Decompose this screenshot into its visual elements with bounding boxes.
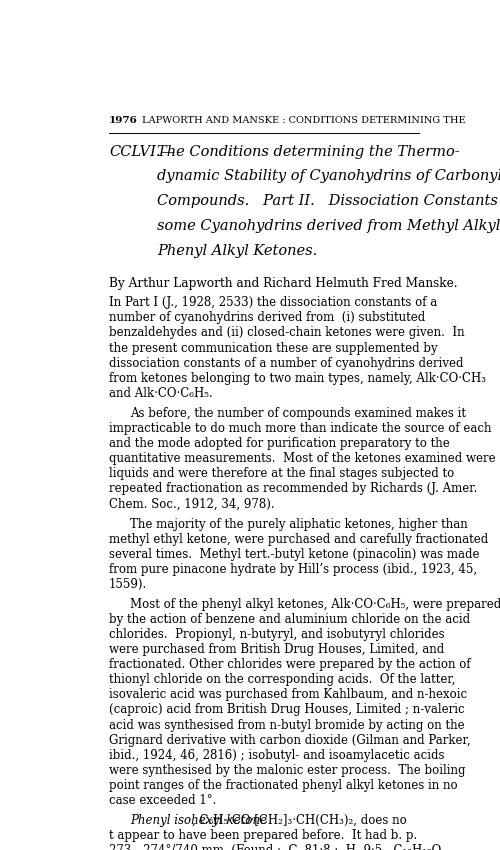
Text: 273—274°/740 mm. (Found :  C, 81·8 ;  H, 9·5.  C₁₃H₁₈O: 273—274°/740 mm. (Found : C, 81·8 ; H, 9… xyxy=(109,844,442,850)
Text: were purchased from British Drug Houses, Limited, and: were purchased from British Drug Houses,… xyxy=(109,643,444,656)
Text: ibid., 1924, 46, 2816) ; isobutyl- and isoamylacetic acids: ibid., 1924, 46, 2816) ; isobutyl- and i… xyxy=(109,749,444,762)
Text: repeated fractionation as recommended by Richards (J. Amer.: repeated fractionation as recommended by… xyxy=(109,482,478,496)
Text: fractionated. Other chlorides were prepared by the action of: fractionated. Other chlorides were prepa… xyxy=(109,659,470,672)
Text: Most of the phenyl alkyl ketones, Alk·CO·C₆H₅, were prepared: Most of the phenyl alkyl ketones, Alk·CO… xyxy=(130,598,500,611)
Text: chlorides.  Propionyl, n-butyryl, and isobutyryl chlorides: chlorides. Propionyl, n-butyryl, and iso… xyxy=(109,628,444,641)
Text: Grignard derivative with carbon dioxide (Gilman and Parker,: Grignard derivative with carbon dioxide … xyxy=(109,734,470,746)
Text: By Arthur Lapworth and Richard Helmuth Fred Manske.: By Arthur Lapworth and Richard Helmuth F… xyxy=(109,277,458,290)
Text: were synthesised by the malonic ester process.  The boiling: were synthesised by the malonic ester pr… xyxy=(109,763,466,777)
Text: (caproic) acid from British Drug Houses, Limited ; n-valeric: (caproic) acid from British Drug Houses,… xyxy=(109,704,465,717)
Text: 1559).: 1559). xyxy=(109,578,147,591)
Text: benzaldehydes and (ii) closed-chain ketones were given.  In: benzaldehydes and (ii) closed-chain keto… xyxy=(109,326,465,339)
Text: , C₆H₅·CO·[CH₂]₃·CH(CH₃)₂, does no: , C₆H₅·CO·[CH₂]₃·CH(CH₃)₂, does no xyxy=(192,814,406,827)
Text: 1976: 1976 xyxy=(109,116,138,126)
Text: dissociation constants of a number of cyanohydrins derived: dissociation constants of a number of cy… xyxy=(109,357,464,370)
Text: CCLVI.—: CCLVI.— xyxy=(109,144,175,159)
Text: and Alk·CO·C₆H₅.: and Alk·CO·C₆H₅. xyxy=(109,387,212,399)
Text: Phenyl Alkyl Ketones.: Phenyl Alkyl Ketones. xyxy=(158,244,318,258)
Text: the present communication these are supplemented by: the present communication these are supp… xyxy=(109,342,438,354)
Text: Phenyl isohexyl ketone: Phenyl isohexyl ketone xyxy=(130,814,268,827)
Text: As before, the number of compounds examined makes it: As before, the number of compounds exami… xyxy=(130,407,466,420)
Text: case exceeded 1°.: case exceeded 1°. xyxy=(109,794,216,807)
Text: impracticable to do much more than indicate the source of each: impracticable to do much more than indic… xyxy=(109,422,492,435)
Text: Chem. Soc., 1912, 34, 978).: Chem. Soc., 1912, 34, 978). xyxy=(109,497,274,510)
Text: from pure pinacone hydrate by Hill’s process (ibid., 1923, 45,: from pure pinacone hydrate by Hill’s pro… xyxy=(109,563,477,575)
Text: dynamic Stability of Cyanohydrins of Carbonyl: dynamic Stability of Cyanohydrins of Car… xyxy=(158,169,500,184)
Text: acid was synthesised from n-butyl bromide by acting on the: acid was synthesised from n-butyl bromid… xyxy=(109,718,465,732)
Text: quantitative measurements.  Most of the ketones examined were: quantitative measurements. Most of the k… xyxy=(109,452,496,465)
Text: some Cyanohydrins derived from Methyl Alkyl and: some Cyanohydrins derived from Methyl Al… xyxy=(158,219,500,233)
Text: point ranges of the fractionated phenyl alkyl ketones in no: point ranges of the fractionated phenyl … xyxy=(109,779,458,791)
Text: and the mode adopted for purification preparatory to the: and the mode adopted for purification pr… xyxy=(109,437,450,451)
Text: isovaleric acid was purchased from Kahlbaum, and n-hexoic: isovaleric acid was purchased from Kahlb… xyxy=(109,688,467,701)
Text: several times.  Methyl tert.-butyl ketone (pinacolin) was made: several times. Methyl tert.-butyl ketone… xyxy=(109,547,480,561)
Text: The majority of the purely aliphatic ketones, higher than: The majority of the purely aliphatic ket… xyxy=(130,518,468,530)
Text: from ketones belonging to two main types, namely, Alk·CO·CH₃: from ketones belonging to two main types… xyxy=(109,371,486,385)
Text: number of cyanohydrins derived from  (i) substituted: number of cyanohydrins derived from (i) … xyxy=(109,311,425,325)
Text: Compounds.   Part II.   Dissociation Constants of: Compounds. Part II. Dissociation Constan… xyxy=(158,195,500,208)
Text: t appear to have been prepared before.  It had b. p.: t appear to have been prepared before. I… xyxy=(109,829,417,842)
Text: liquids and were therefore at the final stages subjected to: liquids and were therefore at the final … xyxy=(109,468,454,480)
Text: by the action of benzene and aluminium chloride on the acid: by the action of benzene and aluminium c… xyxy=(109,613,470,626)
Text: In Part I (J., 1928, 2533) the dissociation constants of a: In Part I (J., 1928, 2533) the dissociat… xyxy=(109,297,437,309)
Text: thionyl chloride on the corresponding acids.  Of the latter,: thionyl chloride on the corresponding ac… xyxy=(109,673,456,687)
Text: LAPWORTH AND MANSKE : CONDITIONS DETERMINING THE: LAPWORTH AND MANSKE : CONDITIONS DETERMI… xyxy=(142,116,466,126)
Text: methyl ethyl ketone, were purchased and carefully fractionated: methyl ethyl ketone, were purchased and … xyxy=(109,533,488,546)
Text: The Conditions determining the Thermo-: The Conditions determining the Thermo- xyxy=(158,144,460,159)
